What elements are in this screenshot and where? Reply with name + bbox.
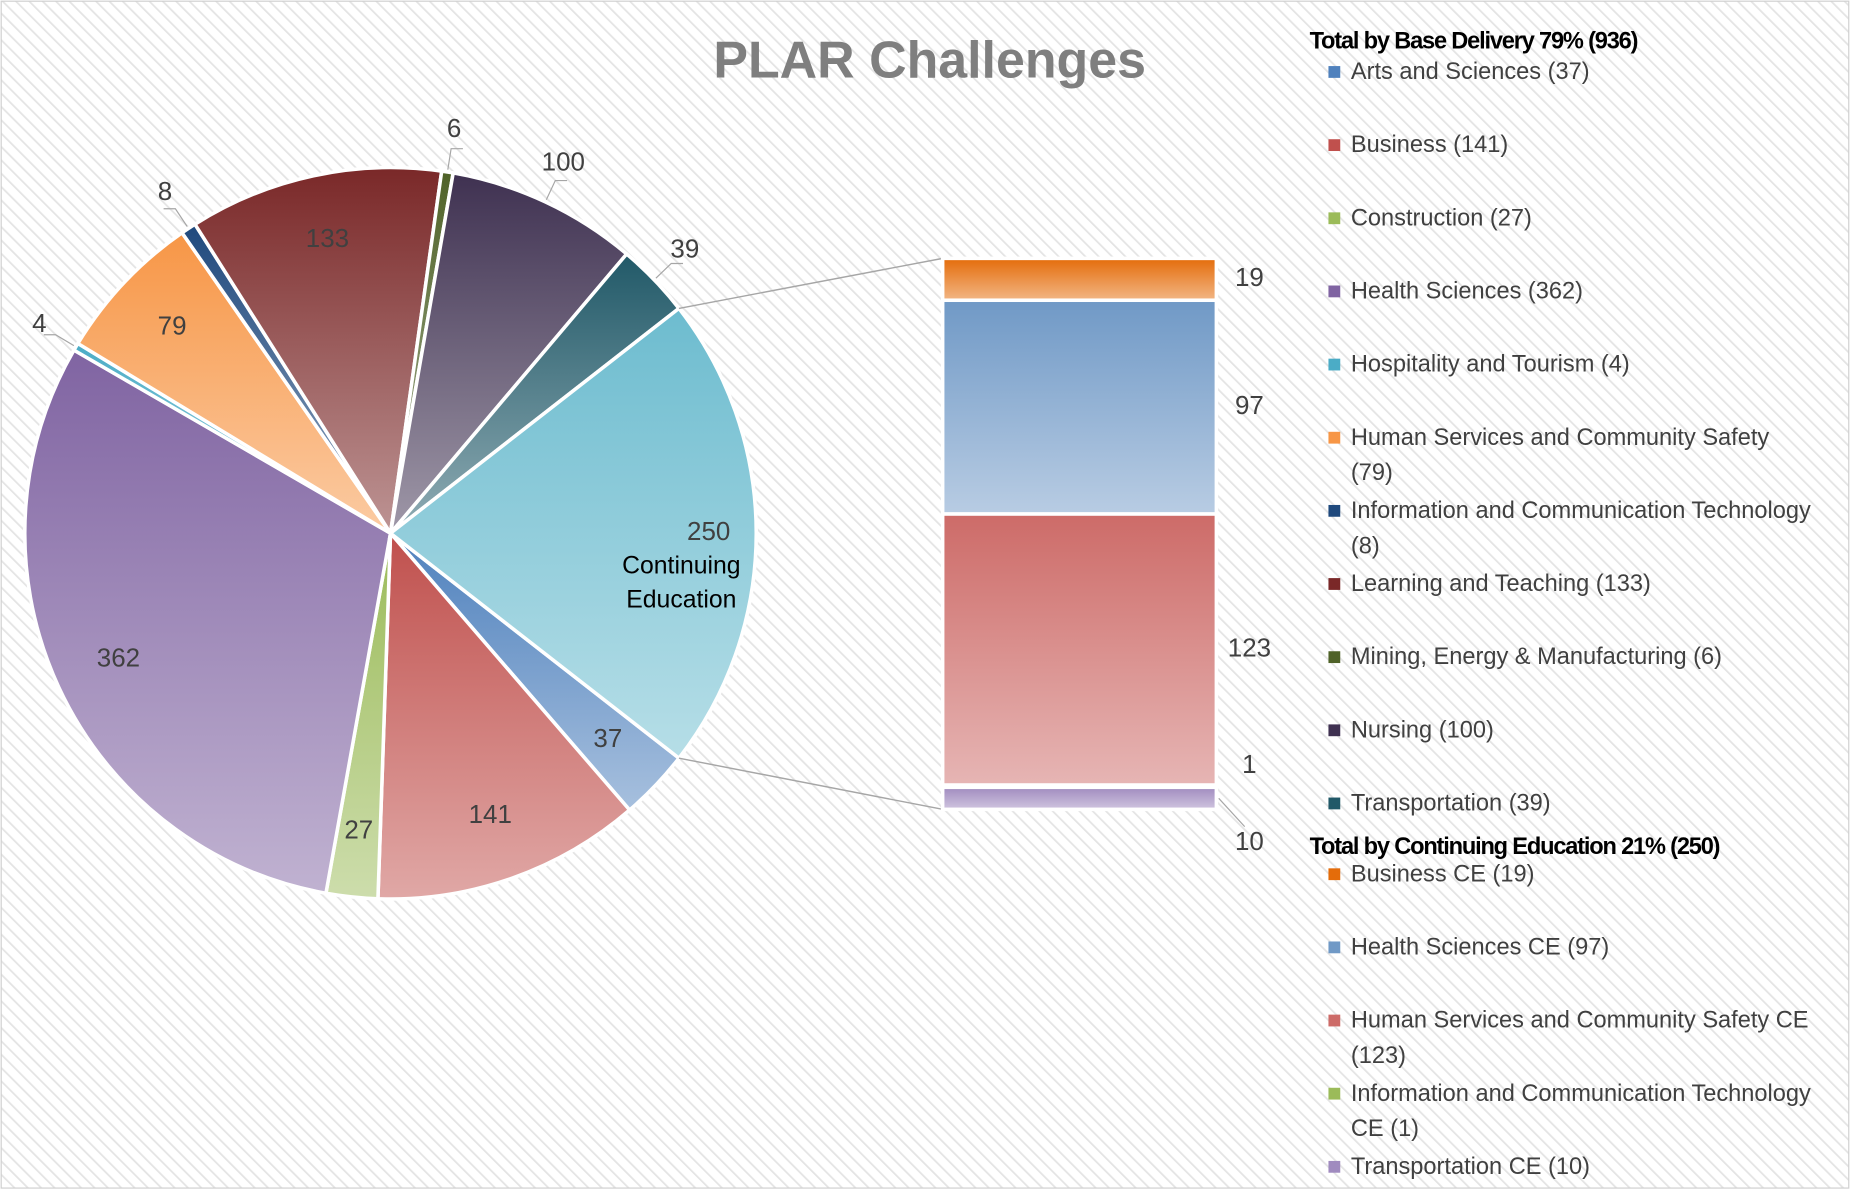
legend-marker [1328,212,1341,225]
legend-label: Learning and Teaching (133) [1350,571,1651,597]
legend-label: Hospitality and Tourism (4) [1350,351,1630,378]
legend-item: Hospitality and Tourism (4) [1328,347,1824,382]
leader-line [655,262,684,279]
legend-marker [1328,66,1341,78]
data-label: 37 [593,725,622,753]
legend-title: Total by Continuing Education 21% (250) [1309,834,1721,861]
legend-label: Business CE (19) [1350,861,1535,888]
legend-marker [1328,1014,1341,1027]
chart-title: PLAR Challenges [713,31,1146,89]
legend-item: Transportation (39) [1328,786,1824,821]
leader-line [447,148,463,170]
legend-marker [1328,504,1341,517]
legend-item: Business CE (19) [1328,857,1824,892]
data-label: 133 [306,225,349,253]
legend-item: Transportation CE (10) [1328,1149,1824,1184]
leader-line [43,334,75,347]
data-label: 362 [97,644,140,672]
data-label: 79 [158,313,187,341]
legend-label: Information and Communication Technology… [1350,497,1811,560]
connector-line [678,257,943,310]
pie-slice [192,165,444,539]
legend-marker [1328,1160,1341,1173]
data-label: 39 [670,235,699,263]
data-label: 141 [469,801,512,829]
data-label: 123 [1228,634,1271,662]
data-label: 97 [1235,392,1264,420]
legend-item: Mining, Energy & Manufacturing (6) [1328,639,1824,674]
legend-marker [1328,868,1341,881]
legend-item: Business (141) [1328,127,1824,162]
legend-label: Construction (27) [1350,205,1532,232]
pie-slice [376,528,633,901]
legend-title: Total by Base Delivery 79% (936) [1309,28,1639,55]
bar-segment [940,298,1219,516]
legend-marker [1328,285,1341,298]
pie-slice [75,230,392,535]
data-label: 1 [1242,751,1256,779]
bar-segment [940,785,1219,812]
legend-item: Health Sciences CE (97) [1328,930,1824,965]
category-label: Continuing Education [622,552,741,614]
leader-line [163,208,188,227]
legend-label: Nursing (100) [1350,717,1494,744]
legend-item: Human Services and Community Safety (79) [1328,420,1824,491]
legend-item: Nursing (100) [1328,713,1824,748]
legend-marker [1328,431,1341,444]
legend-item: Construction (27) [1328,201,1824,236]
legend-label: Business (141) [1350,132,1509,159]
legend-marker [1328,1087,1341,1100]
legend-label: Human Services and Community Safety (79) [1350,424,1770,487]
legend-label: Health Sciences CE (97) [1350,934,1610,961]
pie-slice [387,305,758,761]
data-label: 8 [158,178,172,206]
legend-label: Transportation (39) [1350,790,1551,817]
legend-label: Arts and Sciences (37) [1350,58,1590,85]
leader-line [1218,797,1246,828]
legend-label: Transportation CE (10) [1350,1153,1591,1180]
legend-marker [1328,358,1341,371]
bar-segment [940,256,1219,303]
legend-label: Mining, Energy & Manufacturing (6) [1350,644,1723,671]
leader-line [545,179,568,201]
data-label: 4 [32,310,46,338]
legend-item: Information and Communication Technology… [1328,1076,1824,1147]
legend-item: Arts and Sciences (37) [1328,54,1824,89]
bar-segment [940,512,1219,787]
legend-item: Human Services and Community Safety CE (… [1328,1003,1824,1074]
legend-label: Health Sciences (362) [1350,278,1584,305]
data-label: 19 [1235,264,1264,292]
legend-marker [1328,724,1341,737]
data-label: 6 [447,115,461,143]
pie-slice [23,347,393,896]
legend-item: Health Sciences (362) [1328,274,1824,309]
legend-marker [1328,578,1341,590]
legend-marker [1328,651,1341,664]
legend-item: Learning and Teaching (133) [1328,566,1824,601]
legend-label: Information and Communication Technology… [1350,1080,1811,1143]
legend-item: Information and Communication Technology… [1328,493,1824,564]
pie-slice [387,170,630,540]
data-label: 100 [542,148,585,176]
legend-marker [1328,797,1341,810]
connector-line [678,757,943,811]
legend-marker [1328,941,1341,954]
data-label: 10 [1235,828,1264,856]
legend-label: Human Services and Community Safety CE (… [1350,1007,1809,1069]
data-label: 27 [344,816,373,844]
legend-marker [1328,139,1341,152]
data-label: 250 [687,518,730,546]
